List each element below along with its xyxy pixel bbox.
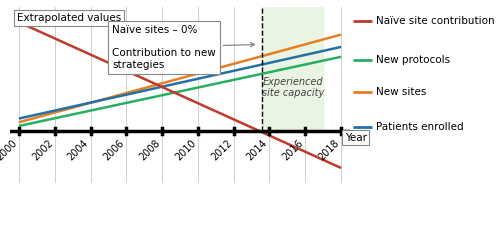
Text: 2002: 2002 — [30, 138, 54, 162]
Text: Year: Year — [344, 133, 366, 143]
Text: 2018: 2018 — [316, 138, 341, 162]
Text: New protocols: New protocols — [376, 55, 450, 65]
Bar — [262, 7, 323, 131]
Text: 2000: 2000 — [0, 138, 19, 162]
Text: 2014: 2014 — [245, 138, 270, 162]
Text: Patients enrolled: Patients enrolled — [376, 122, 463, 132]
Text: Experienced
site capacity: Experienced site capacity — [262, 77, 324, 99]
Text: Naïve sites – 0%

Contribution to new
strategies: Naïve sites – 0% Contribution to new str… — [112, 25, 255, 69]
Text: 2006: 2006 — [102, 138, 126, 162]
Text: Naïve site contribution: Naïve site contribution — [376, 17, 494, 26]
Text: New sites: New sites — [376, 87, 426, 97]
Text: 2008: 2008 — [138, 138, 162, 162]
Text: Extrapolated values: Extrapolated values — [17, 13, 121, 23]
Text: 2004: 2004 — [66, 138, 90, 162]
Text: 2012: 2012 — [209, 138, 234, 162]
Text: 2010: 2010 — [174, 138, 198, 162]
Text: 2016: 2016 — [281, 138, 305, 162]
